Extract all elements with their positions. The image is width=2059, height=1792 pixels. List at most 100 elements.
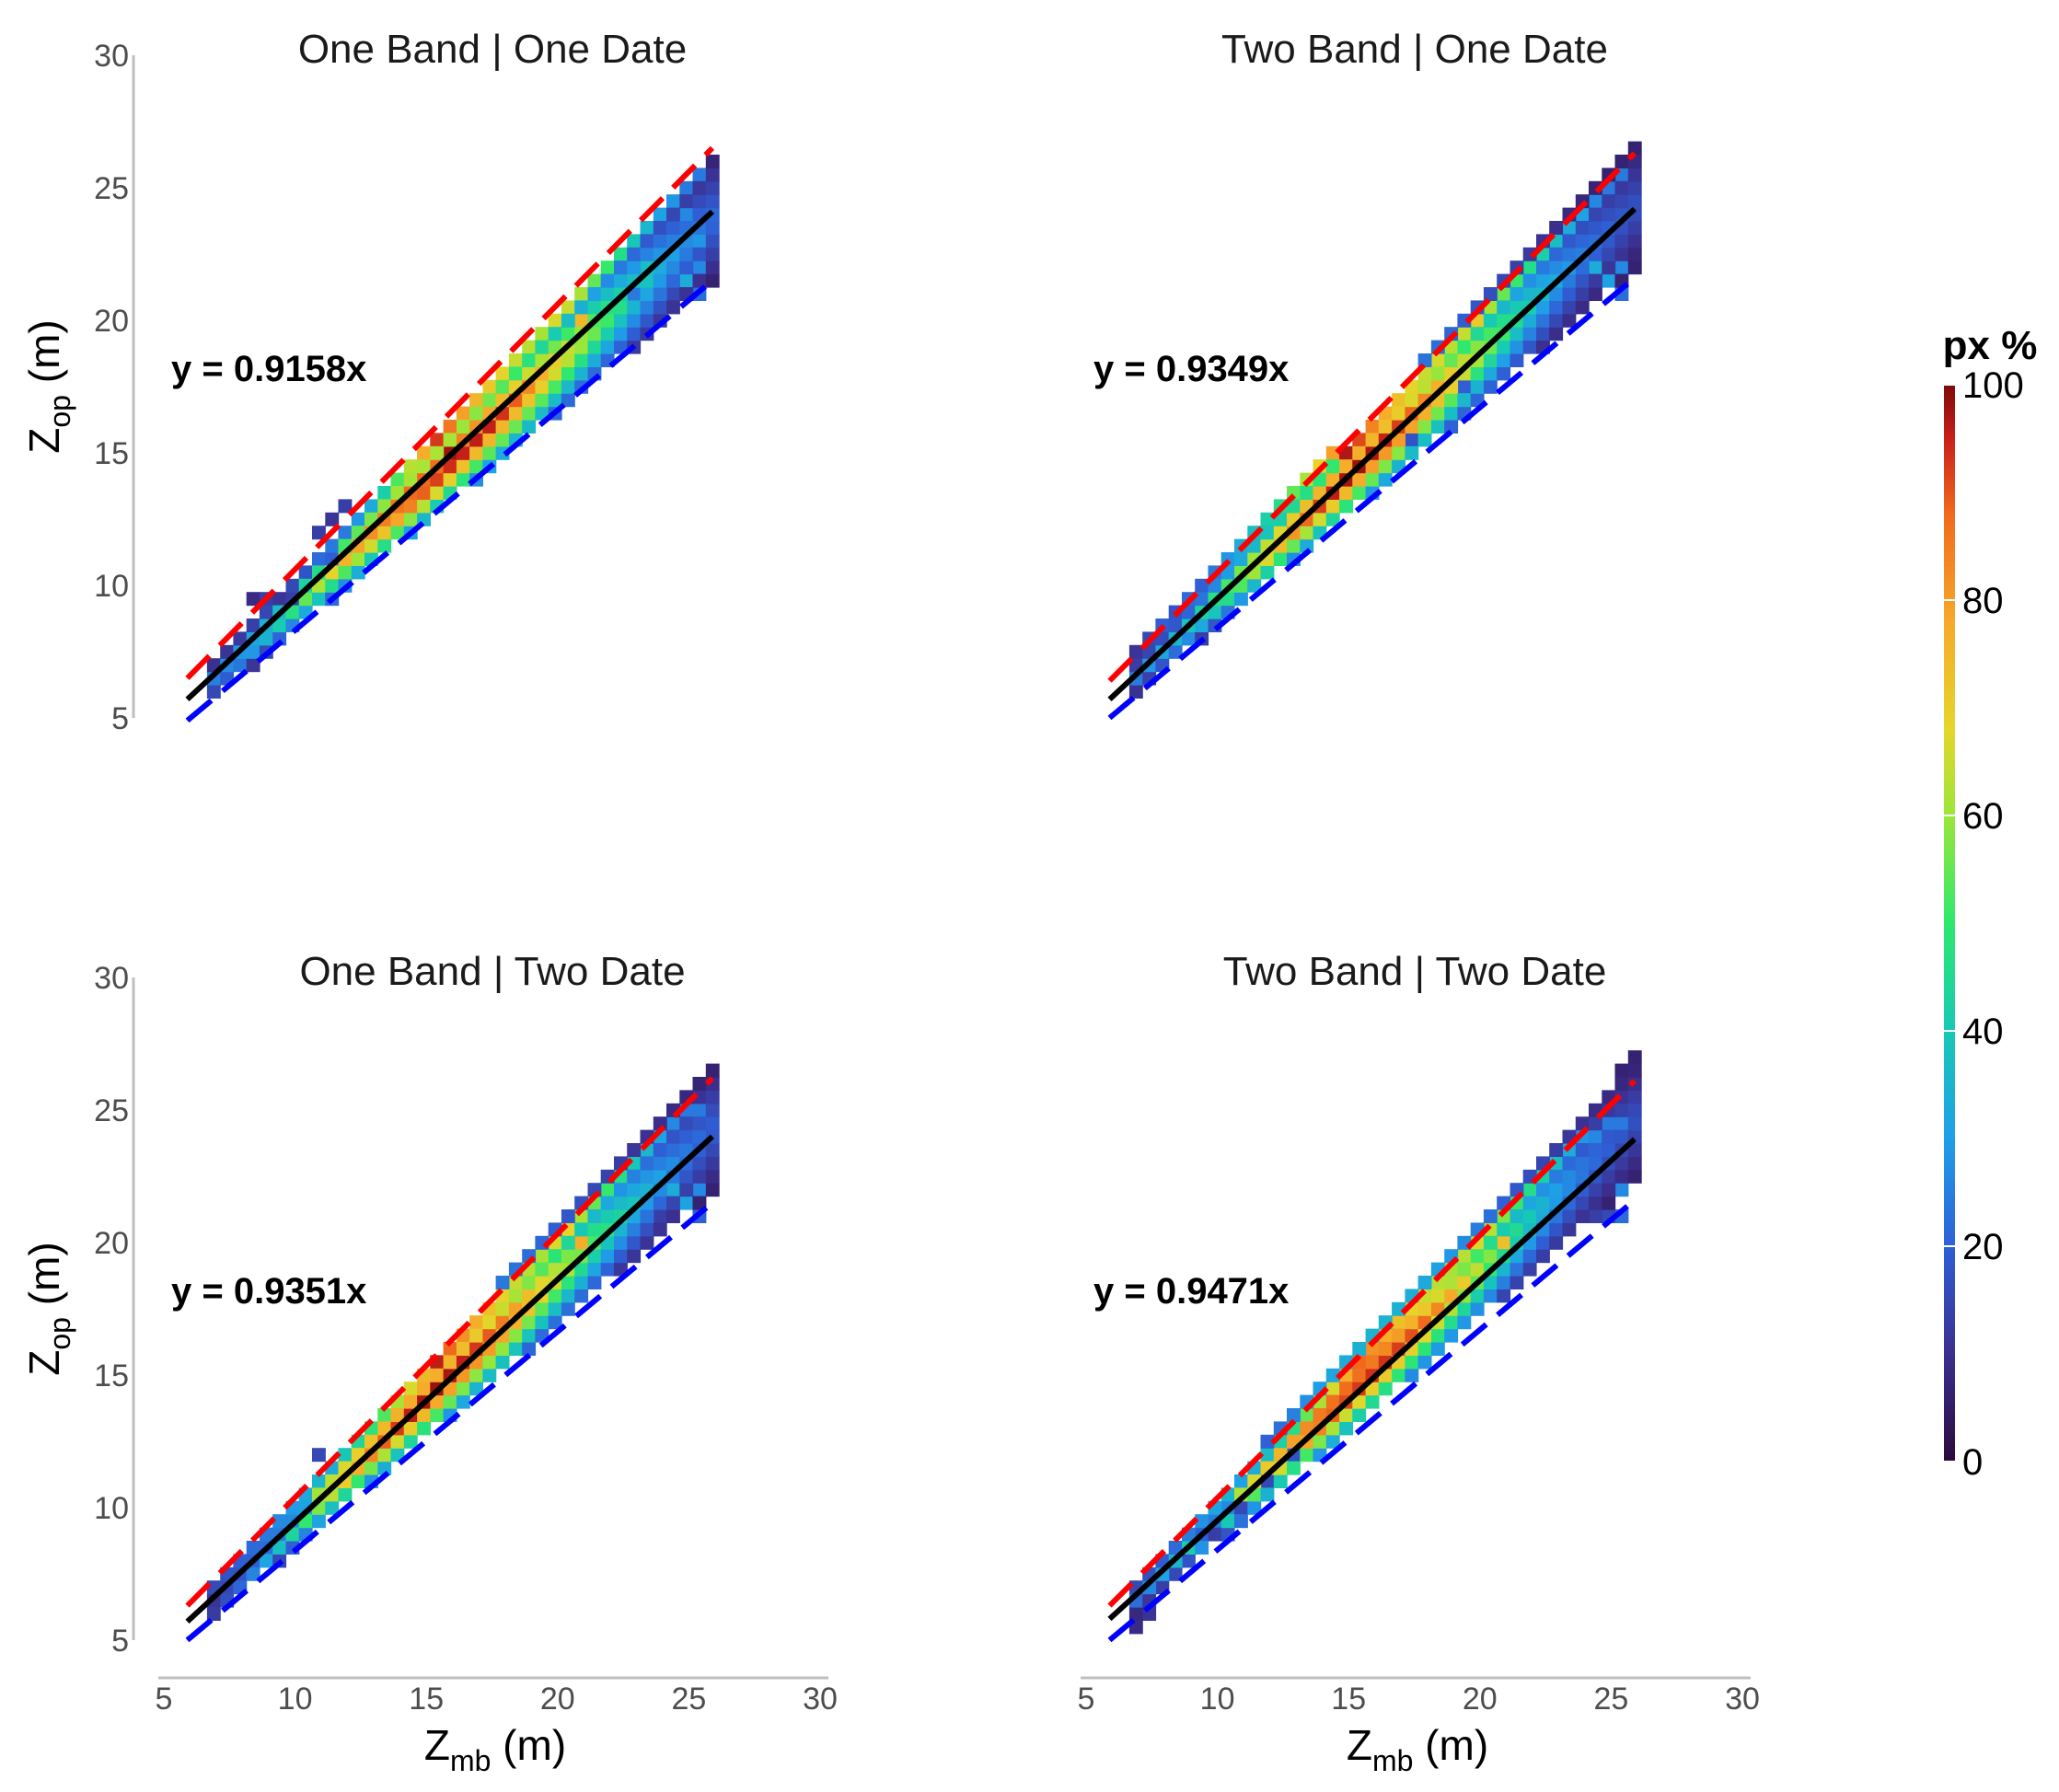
heatmap-bin bbox=[587, 1222, 602, 1237]
heatmap-bin bbox=[705, 1103, 720, 1117]
heatmap-bin bbox=[1589, 273, 1602, 288]
heatmap-bin bbox=[469, 1315, 483, 1330]
heatmap-bin bbox=[653, 273, 667, 288]
lower-bound-dashed-line bbox=[185, 278, 714, 723]
heatmap-bin bbox=[679, 1129, 694, 1144]
heatmap-bin bbox=[1457, 1301, 1472, 1316]
heatmap-bin bbox=[692, 1090, 707, 1104]
heatmap-bin bbox=[338, 499, 353, 514]
heatmap-bin bbox=[574, 353, 589, 367]
heatmap-bin bbox=[1562, 1169, 1577, 1184]
lower-bound-dashed-line bbox=[1107, 275, 1637, 721]
heatmap-bin bbox=[1536, 273, 1550, 288]
heatmap-bin bbox=[443, 1355, 457, 1370]
heatmap-bin bbox=[1602, 1116, 1616, 1131]
heatmap-bin bbox=[1195, 619, 1209, 632]
heatmap-bin bbox=[1444, 420, 1459, 434]
heatmap-bin bbox=[1536, 260, 1550, 275]
heatmap-bin bbox=[377, 1408, 392, 1422]
heatmap-bin bbox=[705, 1143, 720, 1157]
heatmap-bin bbox=[1392, 406, 1405, 421]
heatmap-bin bbox=[587, 1262, 602, 1277]
x-tick-label: 30 bbox=[803, 1682, 838, 1717]
heatmap-bin bbox=[1497, 1276, 1511, 1289]
heatmap-bin bbox=[1365, 420, 1380, 434]
heatmap-bin bbox=[587, 327, 602, 341]
panel-title: One Band | Two Date bbox=[299, 949, 685, 994]
heatmap-bin bbox=[1549, 287, 1564, 301]
heatmap-bin bbox=[1325, 1434, 1340, 1449]
heatmap-bin bbox=[1627, 141, 1642, 156]
heatmap-bin bbox=[1234, 552, 1248, 566]
heatmap-bin bbox=[1562, 313, 1577, 328]
heatmap-bin bbox=[390, 1448, 405, 1463]
heatmap-bin bbox=[640, 1235, 654, 1250]
y-tick-label: 30 bbox=[94, 39, 129, 74]
heatmap-bin bbox=[574, 1276, 589, 1289]
heatmap-bin bbox=[312, 1514, 326, 1529]
heatmap-bin bbox=[1536, 1196, 1550, 1210]
x-tick-label: 15 bbox=[1331, 1682, 1366, 1717]
heatmap-bin bbox=[627, 1183, 642, 1197]
heatmap-bin bbox=[1562, 1222, 1577, 1237]
heatmap-bin bbox=[679, 207, 694, 222]
heatmap-bin bbox=[600, 1249, 615, 1264]
panel-title: Two Band | Two Date bbox=[1223, 949, 1607, 994]
heatmap-bin bbox=[1510, 300, 1524, 315]
heatmap-bin bbox=[1627, 1169, 1642, 1184]
heatmap-bin bbox=[666, 1196, 680, 1210]
heatmap-bin bbox=[508, 1342, 523, 1356]
heatmap-bin bbox=[1405, 433, 1419, 447]
heatmap-bin bbox=[456, 1342, 470, 1356]
heatmap-bin bbox=[1536, 313, 1550, 328]
heatmap-bin bbox=[614, 340, 628, 354]
heatmap-bin bbox=[1510, 327, 1524, 341]
heatmap-bin bbox=[614, 1235, 628, 1250]
heatmap-bin bbox=[377, 1421, 392, 1436]
heatmap-bin bbox=[1417, 1342, 1432, 1356]
heatmap-bin bbox=[259, 631, 273, 646]
y-axis-label: Zop (m) bbox=[20, 319, 76, 453]
heatmap-bin bbox=[522, 406, 537, 421]
heatmap-bin bbox=[456, 1382, 470, 1396]
heatmap-bin bbox=[1575, 234, 1590, 249]
heatmap-bin bbox=[522, 1328, 537, 1343]
heatmap-bin bbox=[1614, 155, 1629, 168]
heatmap-bin bbox=[640, 287, 654, 301]
heatmap-bin bbox=[1182, 605, 1196, 619]
heatmap-bin bbox=[692, 168, 707, 182]
heatmap-bin bbox=[1602, 260, 1616, 275]
heatmap-bin bbox=[1483, 313, 1498, 328]
heatmap-bin bbox=[522, 1276, 537, 1289]
heatmap-bin bbox=[1128, 644, 1143, 659]
heatmap-bin bbox=[640, 1169, 654, 1184]
heatmap-bin bbox=[1602, 247, 1616, 261]
heatmap-bin bbox=[1614, 194, 1629, 209]
heatmap-bin bbox=[653, 1222, 667, 1237]
heatmap-bin bbox=[1339, 1408, 1353, 1422]
heatmap-bin bbox=[508, 1328, 523, 1343]
heatmap-bin bbox=[640, 1156, 654, 1171]
heatmap-bin bbox=[548, 313, 562, 328]
heatmap-bin bbox=[1260, 565, 1275, 580]
heatmap-bin bbox=[1457, 379, 1472, 394]
heatmap-bin bbox=[1325, 1421, 1340, 1436]
y-ticks: 5 10 15 20 25 30 bbox=[94, 39, 129, 736]
heatmap-bin bbox=[1260, 1434, 1275, 1449]
heatmap-bin bbox=[1483, 379, 1498, 394]
equation-label: y = 0.9158x bbox=[171, 349, 366, 389]
heatmap-bin bbox=[679, 1169, 694, 1184]
heatmap-bin bbox=[1325, 472, 1340, 487]
heatmap-bin bbox=[561, 366, 575, 381]
heatmap-bin bbox=[1392, 1315, 1405, 1330]
heatmap-bin bbox=[272, 619, 287, 632]
heatmap-bin bbox=[1457, 340, 1472, 354]
heatmap-bin bbox=[1614, 180, 1629, 195]
heatmap-bin bbox=[1602, 273, 1616, 288]
heatmap-bin bbox=[692, 1156, 707, 1171]
heatmap-bin bbox=[430, 1394, 445, 1409]
heatmap-bin bbox=[1497, 300, 1511, 315]
heatmap-bin bbox=[508, 420, 523, 434]
heatmap-bin bbox=[1325, 459, 1340, 474]
